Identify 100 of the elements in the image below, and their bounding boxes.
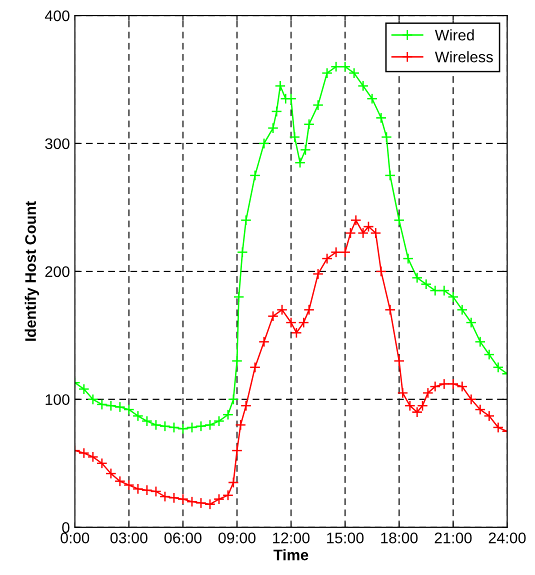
point xyxy=(466,317,477,328)
point xyxy=(484,410,495,422)
x-tick-label: 21:00 xyxy=(434,532,472,544)
point xyxy=(114,401,126,413)
point xyxy=(394,214,405,226)
point xyxy=(285,93,297,104)
point xyxy=(222,490,234,501)
point xyxy=(177,494,189,505)
point xyxy=(204,498,216,510)
point xyxy=(384,304,396,316)
point xyxy=(96,458,108,469)
point xyxy=(177,423,189,434)
point xyxy=(141,484,153,496)
x-tick-label: 24:00 xyxy=(488,532,526,544)
point xyxy=(448,291,459,303)
point xyxy=(150,419,162,430)
x-tick-label: 0:00 xyxy=(60,532,90,544)
point xyxy=(123,480,134,491)
point xyxy=(78,384,90,395)
point xyxy=(78,448,90,459)
point xyxy=(186,422,198,434)
y-tick-label: 300 xyxy=(45,138,70,150)
point xyxy=(300,144,312,156)
point xyxy=(271,106,282,118)
x-tick-label: 06:00 xyxy=(164,532,202,544)
x-tick-label: 18:00 xyxy=(381,532,418,544)
point xyxy=(132,410,144,422)
point xyxy=(159,420,171,432)
point xyxy=(235,419,246,430)
x-tick-label: 03:00 xyxy=(110,532,148,544)
point xyxy=(96,398,108,410)
point xyxy=(474,404,486,416)
point xyxy=(289,132,300,143)
point xyxy=(159,491,171,502)
point xyxy=(249,362,261,373)
point xyxy=(204,419,216,430)
x-axis-title: Time xyxy=(274,549,308,560)
point xyxy=(236,246,248,258)
point xyxy=(394,355,405,367)
point xyxy=(492,362,504,373)
x-tick-label: 09:00 xyxy=(218,532,256,544)
point xyxy=(484,349,495,360)
legend-label: Wired xyxy=(434,29,474,40)
point xyxy=(213,416,225,427)
point xyxy=(87,394,98,405)
point xyxy=(330,246,342,258)
x-tick-label: 15:00 xyxy=(327,532,364,544)
point xyxy=(340,246,351,258)
point xyxy=(240,214,252,226)
point xyxy=(404,400,416,412)
point xyxy=(312,268,324,280)
point xyxy=(141,416,153,427)
point xyxy=(412,272,423,284)
point xyxy=(384,170,396,182)
point xyxy=(195,497,207,509)
point xyxy=(258,138,270,150)
point xyxy=(132,483,144,494)
x-tick-label: 12:00 xyxy=(273,532,310,544)
point xyxy=(358,80,369,92)
point xyxy=(430,285,441,296)
point xyxy=(303,304,315,316)
point xyxy=(233,291,244,303)
point xyxy=(150,486,162,498)
y-tick-label: 100 xyxy=(46,394,70,406)
point xyxy=(380,132,392,143)
point xyxy=(438,285,450,296)
point xyxy=(290,327,302,338)
point xyxy=(267,310,279,322)
point xyxy=(456,380,468,392)
point xyxy=(322,253,333,264)
point xyxy=(222,409,234,420)
point xyxy=(276,304,288,316)
point xyxy=(438,378,450,390)
point xyxy=(312,100,324,111)
point xyxy=(466,394,477,405)
point xyxy=(228,394,239,405)
point xyxy=(344,227,356,239)
y-tick-label: 200 xyxy=(45,266,70,278)
point xyxy=(87,451,98,462)
point xyxy=(376,112,387,124)
point xyxy=(186,496,198,508)
y-tick-label: 400 xyxy=(44,10,70,22)
point xyxy=(456,304,468,316)
point xyxy=(350,214,362,226)
point xyxy=(348,68,360,79)
point xyxy=(474,336,486,348)
legend-label: Wireless xyxy=(434,51,493,62)
point xyxy=(267,122,279,134)
point xyxy=(231,444,243,456)
point xyxy=(168,422,180,434)
point xyxy=(298,317,310,328)
y-tick-label: 0 xyxy=(62,522,70,533)
point xyxy=(231,355,243,367)
point xyxy=(123,404,134,416)
point xyxy=(105,468,116,480)
point xyxy=(114,476,126,487)
point xyxy=(370,227,382,239)
point xyxy=(285,317,297,328)
point xyxy=(322,68,333,79)
point xyxy=(303,118,315,130)
